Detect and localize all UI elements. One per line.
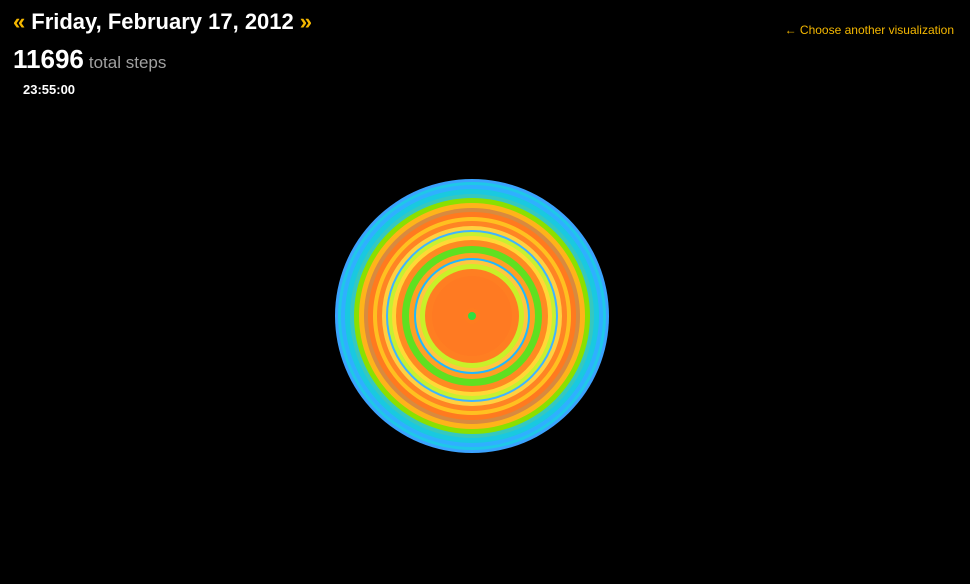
day-header: « Friday, February 17, 2012 » 11696 tota… — [13, 8, 312, 97]
step-ring — [468, 312, 476, 320]
time-readout: 23:55:00 — [23, 82, 76, 97]
previous-day-button[interactable]: « — [13, 9, 26, 34]
total-steps-label: total steps — [88, 53, 167, 72]
steps-summary: 11696 total steps — [13, 44, 312, 74]
date-title: Friday, February 17, 2012 — [31, 9, 294, 34]
choose-visualization-link[interactable]: ← Choose another visualization — [784, 23, 954, 37]
total-steps-count: 11696 — [13, 44, 84, 74]
date-navigation: « Friday, February 17, 2012 » — [13, 8, 312, 36]
step-rings-visualization — [335, 179, 609, 453]
next-day-button[interactable]: » — [299, 9, 313, 34]
